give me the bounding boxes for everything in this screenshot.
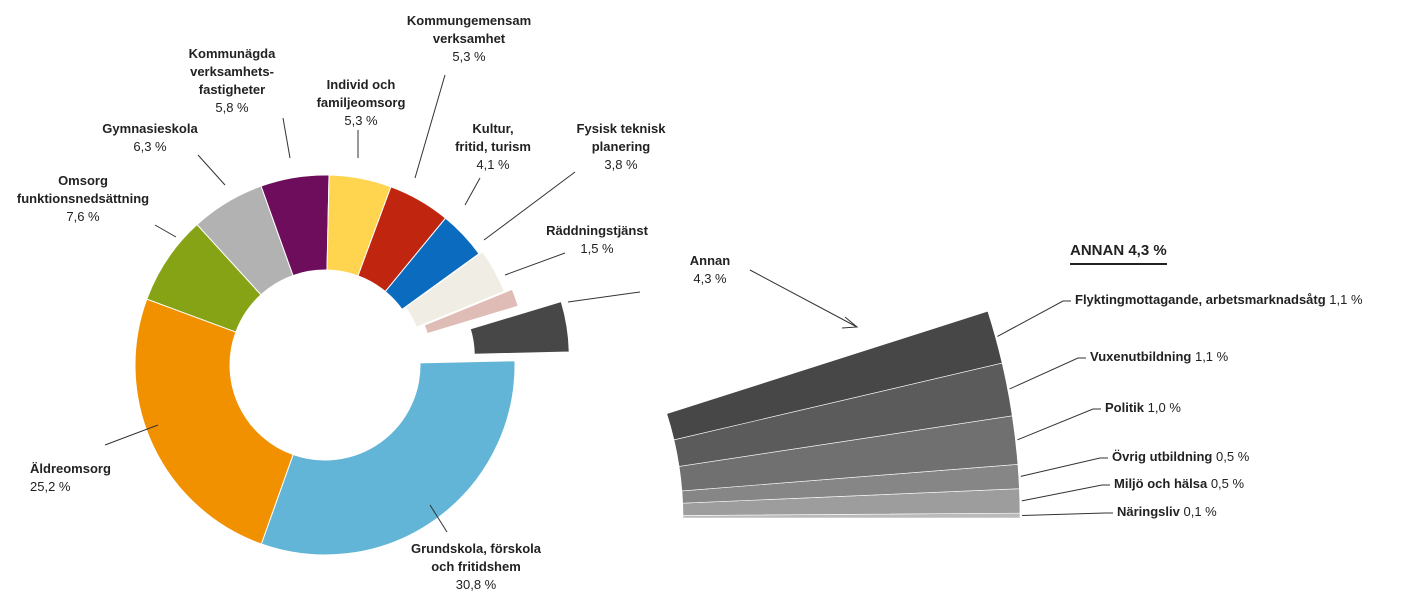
leader-line [414, 74, 446, 179]
category-name: Gymnasieskola [102, 121, 198, 136]
value-label: 4,3 % [693, 271, 727, 286]
value-label: 7,6 % [66, 209, 100, 224]
leader-line [567, 291, 641, 303]
slice-label: Fysisk teknisk planering 3,8 % [577, 120, 666, 174]
segment-label: Politik 1,0 % [1105, 399, 1181, 417]
donut-slice [423, 288, 519, 335]
segment-label: Näringsliv 0,1 % [1117, 503, 1217, 521]
value-label: 3,8 % [604, 157, 638, 172]
value-label: 1,1 % [1194, 349, 1229, 364]
category-name: Grundskola, förskola och fritidshem [410, 541, 542, 574]
category-name: Kommungemensam verksamhet [406, 13, 532, 46]
category-name: Kommunägda verksamhets- fastigheter [188, 46, 276, 97]
pointer-arrow [749, 269, 858, 328]
leader-line [504, 252, 566, 276]
value-label: 5,3 % [344, 113, 378, 128]
value-label: 5,3 % [452, 49, 486, 64]
sector-segment [682, 488, 1021, 516]
value-label: 0,5 % [1216, 449, 1250, 464]
category-name: Individ och familjeomsorg [316, 77, 406, 110]
value-label: 1,0 % [1147, 400, 1181, 415]
leader-line [483, 171, 576, 241]
value-label: 30,8 % [455, 577, 497, 592]
category-name: Politik [1105, 400, 1145, 415]
slice-label: Räddningstjänst 1,5 % [546, 222, 648, 258]
segment-label: Miljö och hälsa 0,5 % [1114, 475, 1244, 493]
leader-line [429, 504, 448, 533]
value-label: 0,1 % [1183, 504, 1217, 519]
sector-segment [678, 415, 1019, 492]
value-label: 0,5 % [1210, 476, 1245, 491]
sector-segment [673, 362, 1013, 467]
leader-line [997, 300, 1071, 337]
slice-label: Kommunägda verksamhets- fastigheter 5,8 … [189, 45, 276, 117]
breakdown-title: ANNAN 4,3 % [1070, 242, 1167, 265]
leader-line [282, 117, 291, 159]
category-name: Flyktingmottagande, arbetsmarknadsåtg [1075, 292, 1326, 307]
leader-line [1020, 457, 1108, 477]
category-name: Äldreomsorg [30, 461, 111, 476]
category-name: Vuxenutbildning [1090, 349, 1192, 364]
donut-slice [134, 298, 294, 545]
slice-label: Gymnasieskola 6,3 % [102, 120, 197, 156]
value-label: 5,8 % [215, 100, 249, 115]
slice-label: Annan 4,3 % [690, 252, 730, 288]
segment-label: Övrig utbildning 0,5 % [1112, 448, 1249, 466]
slice-label: Kommungemensam verksamhet 5,3 % [407, 12, 531, 66]
arrow-head [841, 316, 859, 329]
leader-line [1021, 512, 1113, 517]
value-label: 1,1 % [1329, 292, 1363, 307]
value-label: 6,3 % [133, 139, 167, 154]
leader-line [1009, 357, 1086, 390]
category-name: Miljö och hälsa [1114, 476, 1208, 491]
category-name: Räddningstjänst [546, 223, 648, 238]
category-name: Omsorg funktionsnedsättning [16, 173, 150, 206]
category-name: Näringsliv [1117, 504, 1180, 519]
slice-label: Individ och familjeomsorg 5,3 % [317, 76, 406, 130]
leader-line [104, 424, 159, 446]
category-name: Kultur, fritid, turism [455, 121, 531, 154]
value-label: 4,1 % [476, 157, 510, 172]
sector-segment [681, 463, 1020, 504]
segment-label: Vuxenutbildning 1,1 % [1090, 348, 1228, 366]
leader-line [1017, 408, 1101, 441]
donut-slice [469, 300, 570, 355]
slice-label: Äldreomsorg 25,2 % [30, 460, 111, 496]
slice-label: Omsorg funktionsnedsättning 7,6 % [17, 172, 149, 226]
leader-line [197, 154, 226, 186]
sector-segment [666, 310, 1003, 441]
leader-line [154, 224, 177, 238]
slice-label: Kultur, fritid, turism 4,1 % [455, 120, 531, 174]
value-label: 1,5 % [580, 241, 614, 256]
segment-label: Flyktingmottagande, arbetsmarknadsåtg 1,… [1075, 291, 1363, 309]
value-label: 25,2 % [30, 479, 71, 494]
donut-slice [404, 251, 506, 328]
category-name: Fysisk teknisk planering [576, 121, 666, 154]
category-name: Övrig utbildning [1112, 449, 1213, 464]
leader-line [1021, 484, 1110, 502]
donut-slice [260, 360, 516, 556]
leader-line [464, 177, 481, 206]
category-name: Annan [689, 253, 731, 268]
slice-label: Grundskola, förskola och fritidshem 30,8… [411, 540, 541, 594]
